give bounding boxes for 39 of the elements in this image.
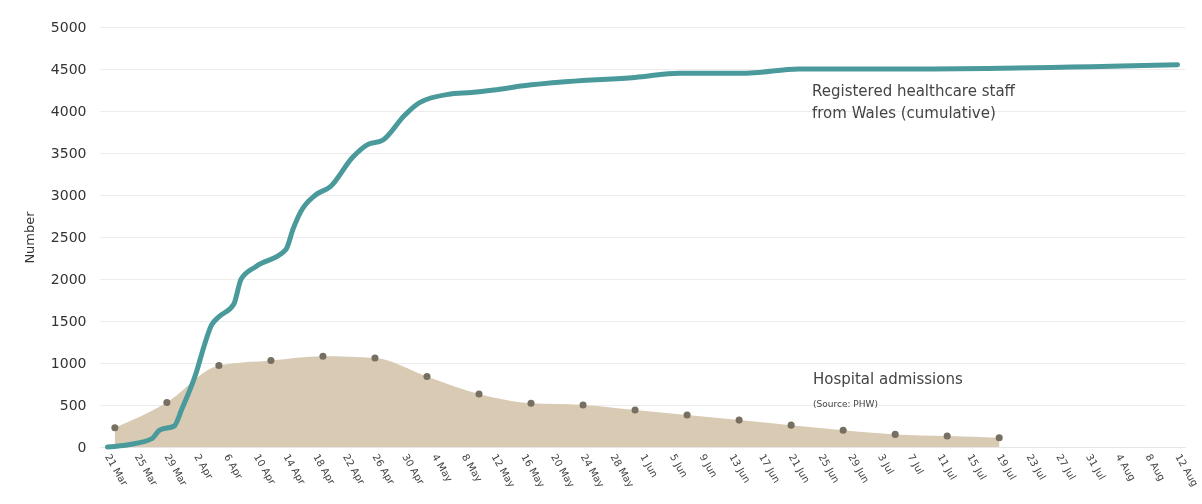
x-tick-label: 3 Jul xyxy=(875,452,897,477)
x-tick-label: 21 Jun xyxy=(786,452,813,485)
x-tick-label: 19 Jul xyxy=(994,452,1019,482)
x-tick-label: 9 Jun xyxy=(697,452,720,480)
text: Hospital admissions xyxy=(813,370,963,388)
x-tick-label: 26 Apr xyxy=(370,452,398,488)
x-tick-label: 13 Jun xyxy=(727,452,753,485)
annotation: (Source: PHW) xyxy=(813,399,878,409)
y-tick-label: 5000 xyxy=(50,18,87,35)
x-tick-label: 29 Jun xyxy=(846,452,872,485)
y-tick-label: 4000 xyxy=(50,102,87,119)
x-tick-label: 2 Apr xyxy=(192,452,216,482)
x-tick-label: 31 Jul xyxy=(1084,452,1108,482)
x-tick-label: 7 Jul xyxy=(905,452,927,477)
y-tick-label: 1000 xyxy=(50,354,87,371)
y-axis-title: Number xyxy=(21,210,37,264)
y-tick-label: 2500 xyxy=(50,228,87,245)
x-tick-label: 10 Apr xyxy=(251,452,279,488)
x-tick-label: 23 Jul xyxy=(1024,452,1049,482)
x-tick-label: 1 Jun xyxy=(638,452,661,480)
y-tick-label: 3000 xyxy=(50,186,87,203)
x-tick-label: 30 Apr xyxy=(400,452,427,488)
x-tick-label: 15 Jul xyxy=(965,452,989,482)
x-tick-label: 17 Jun xyxy=(757,452,783,485)
x-tick-label: 18 Apr xyxy=(311,452,338,488)
y-tick-label: 1500 xyxy=(50,312,87,329)
series-label: Registered healthcare staff from Wales (cumulative) xyxy=(812,82,1016,122)
x-tick-label: 22 Apr xyxy=(340,452,368,488)
x-tick-label: 27 Jul xyxy=(1054,452,1078,482)
y-tick-label: 500 xyxy=(59,396,87,413)
y-tick-label: 4500 xyxy=(50,60,87,77)
x-tick-label: 25 Jun xyxy=(816,452,842,485)
x-tick-label: 5 Jun xyxy=(667,452,691,480)
y-tick-label: 0 xyxy=(77,438,87,455)
x-tick-label: 14 Apr xyxy=(281,452,309,488)
x-tick-label: 6 Apr xyxy=(222,452,246,482)
y-tick-label: 3500 xyxy=(50,144,87,161)
x-tick-label: 11 Jul xyxy=(935,452,959,482)
y-tick-label: 2000 xyxy=(50,270,87,287)
